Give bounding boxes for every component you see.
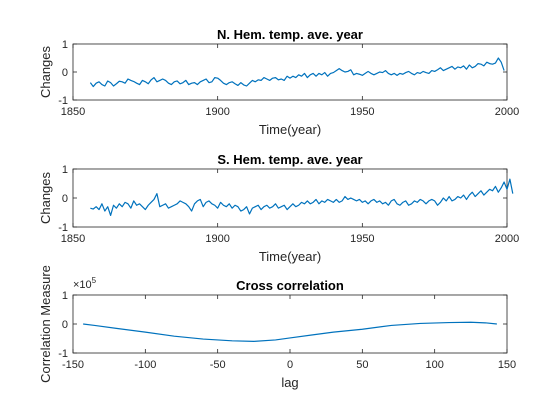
north-y-tick-label: 0 — [62, 67, 68, 79]
xcorr-x-tick-label: -50 — [210, 359, 226, 371]
south-y-tick-label: -1 — [58, 222, 68, 234]
south-axes-box — [73, 169, 507, 227]
xcorr-x-tick-label: -100 — [134, 359, 156, 371]
south-y-axis-label: Changes — [38, 171, 53, 224]
north-x-tick-label: 1950 — [350, 106, 374, 118]
south-x-axis-label: Time(year) — [259, 249, 321, 264]
xcorr-x-tick-label: 150 — [498, 359, 516, 371]
xcorr-title: Cross correlation — [236, 278, 344, 293]
xcorr-y-axis-label: Correlation Measure — [38, 265, 53, 383]
south-x-tick-label: 1900 — [205, 233, 229, 245]
xcorr-x-tick-label: 100 — [425, 359, 443, 371]
north-x-tick-label: 1900 — [205, 106, 229, 118]
south-x-tick-label: 2000 — [495, 233, 519, 245]
north-title: N. Hem. temp. ave. year — [217, 27, 363, 42]
xcorr-x-tick-label: -150 — [62, 359, 84, 371]
xcorr-x-tick-label: 50 — [356, 359, 368, 371]
south-x-tick-label: 1850 — [61, 233, 85, 245]
north-y-tick-label: 1 — [62, 39, 68, 51]
south-x-tick-label: 1950 — [350, 233, 374, 245]
north-x-tick-label: 2000 — [495, 106, 519, 118]
xcorr-y-tick-label: 1 — [62, 290, 68, 302]
xcorr-y-exponent-power: 5 — [92, 276, 97, 285]
xcorr-axes-box — [73, 295, 507, 353]
north-x-axis-label: Time(year) — [259, 122, 321, 137]
north-axes-box — [73, 44, 507, 100]
north-y-axis-label: Changes — [38, 45, 53, 98]
xcorr-y-tick-label: 0 — [62, 319, 68, 331]
xcorr-x-tick-label: 0 — [287, 359, 293, 371]
north-y-tick-label: -1 — [58, 95, 68, 107]
xcorr-x-axis-label: lag — [281, 375, 298, 390]
xcorr-y-tick-label: -1 — [58, 348, 68, 360]
south-title: S. Hem. temp. ave. year — [217, 152, 362, 167]
south-y-tick-label: 0 — [62, 193, 68, 205]
north-x-tick-label: 1850 — [61, 106, 85, 118]
south-y-tick-label: 1 — [62, 164, 68, 176]
